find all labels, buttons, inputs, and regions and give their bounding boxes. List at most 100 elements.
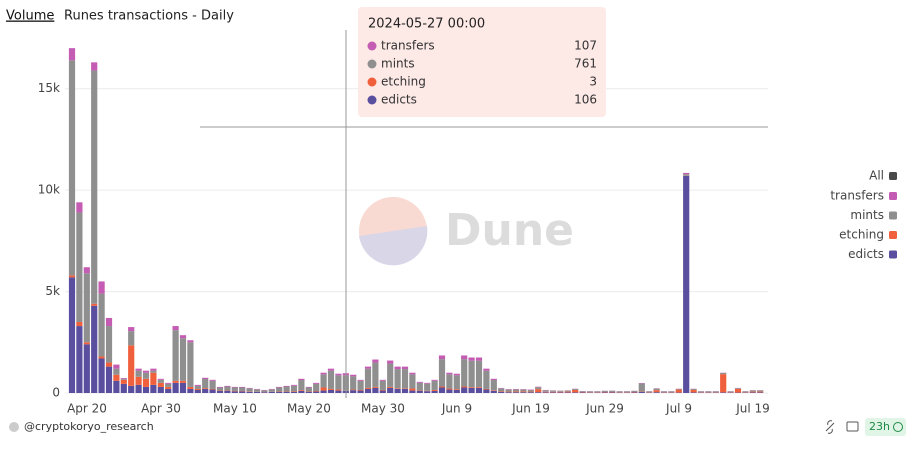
bar-segment <box>254 389 260 391</box>
bar-segment <box>432 390 438 391</box>
bar-segment <box>402 388 408 389</box>
bar-segment <box>395 388 401 389</box>
bar-segment <box>321 388 327 391</box>
bar-segment <box>195 390 201 393</box>
chart-title: Runes transactions - Daily <box>64 9 234 24</box>
bar-segment <box>476 361 482 387</box>
bar-segment <box>750 392 756 393</box>
bar-segment <box>432 380 438 381</box>
bar-segment <box>136 377 142 385</box>
bar-segment <box>306 388 312 392</box>
bar-segment <box>395 389 401 393</box>
x-tick-label: May 30 <box>361 402 405 416</box>
bar-segment <box>750 390 756 391</box>
bar-segment <box>173 326 179 330</box>
bar-segment <box>572 390 578 392</box>
bar-segment <box>121 379 127 380</box>
bar-segment <box>113 369 119 375</box>
bar-segment <box>402 389 408 393</box>
avatar <box>9 422 19 432</box>
bar-segment <box>69 48 75 60</box>
bar-segment <box>654 389 660 391</box>
bar-segment <box>365 367 371 369</box>
bar-segment <box>158 383 164 387</box>
bar-segment <box>372 388 378 393</box>
bar-segment <box>550 391 556 392</box>
bar-segment <box>446 374 452 388</box>
bar-segment <box>335 390 341 391</box>
bar-segment <box>535 389 541 392</box>
bar-segment <box>395 369 401 388</box>
bar-segment <box>683 176 689 393</box>
tooltip-dot <box>368 42 377 51</box>
legend-label[interactable]: etching <box>839 228 884 242</box>
bar-segment <box>720 373 726 374</box>
bar-segment <box>202 378 208 379</box>
bar-segment <box>350 390 356 393</box>
bar-segment <box>335 375 341 389</box>
bar-segment <box>402 369 408 388</box>
legend-label[interactable]: edicts <box>848 247 884 261</box>
bar-segment <box>291 385 297 386</box>
bar-segment <box>210 390 216 393</box>
camera-icon[interactable] <box>847 422 858 431</box>
bar-segment <box>121 378 127 379</box>
bar-segment <box>232 391 238 393</box>
bar-segment <box>498 392 504 393</box>
bar-segment <box>757 390 763 391</box>
bar-segment <box>513 389 519 391</box>
bar-segment <box>269 389 275 391</box>
refresh-text: 23h <box>869 420 890 433</box>
bar-segment <box>380 380 386 381</box>
bar-segment <box>328 389 334 390</box>
bar-segment <box>173 383 179 393</box>
bar-segment <box>461 387 467 388</box>
bar-segment <box>187 389 193 393</box>
bar-segment <box>543 392 549 393</box>
bar-segment <box>557 392 563 393</box>
bar-segment <box>565 392 571 393</box>
bar-segment <box>121 384 127 393</box>
x-tick-label: Jul 19 <box>735 402 770 416</box>
bar-segment <box>372 387 378 388</box>
tab[interactable]: Volume <box>6 9 54 24</box>
bar-segment <box>491 390 497 391</box>
bar-segment <box>113 375 119 381</box>
bar-segment <box>210 389 216 390</box>
bar-segment <box>676 390 682 393</box>
bar-segment <box>239 387 245 388</box>
legend-swatch <box>889 192 897 200</box>
bar-segment <box>691 390 697 392</box>
x-tick-label: Jun 29 <box>585 402 624 416</box>
legend-label[interactable]: All <box>869 169 884 183</box>
bar-segment <box>691 392 697 393</box>
bar-segment <box>202 389 208 393</box>
bar-segment <box>506 392 512 393</box>
bar-segment <box>454 374 460 376</box>
bar-segment <box>76 212 82 322</box>
bar-segment <box>557 392 563 393</box>
bar-segment <box>121 380 127 384</box>
footer-author[interactable]: @cryptokoryo_research <box>24 420 154 433</box>
bar-segment <box>180 381 186 383</box>
legend-label[interactable]: mints <box>850 208 884 222</box>
bar-segment <box>321 374 327 387</box>
bar-segment <box>106 363 112 367</box>
bar-segment <box>387 388 393 393</box>
tooltip-value: 3 <box>589 75 597 89</box>
bar-segment <box>483 369 489 371</box>
bar-segment <box>446 389 452 390</box>
bar-segment <box>150 373 156 385</box>
x-tick-label: May 20 <box>287 402 331 416</box>
bar-segment <box>358 381 364 390</box>
legend-label[interactable]: transfers <box>830 189 884 203</box>
bar-segment <box>476 358 482 361</box>
link-icon[interactable] <box>826 421 834 434</box>
bar-segment <box>617 391 623 392</box>
bar-segment <box>365 389 371 393</box>
bar-segment <box>113 365 119 369</box>
bar-segment <box>424 383 430 384</box>
bar-segment <box>409 391 415 393</box>
tooltip-name: mints <box>381 57 415 71</box>
x-tick-label: May 10 <box>213 402 257 416</box>
